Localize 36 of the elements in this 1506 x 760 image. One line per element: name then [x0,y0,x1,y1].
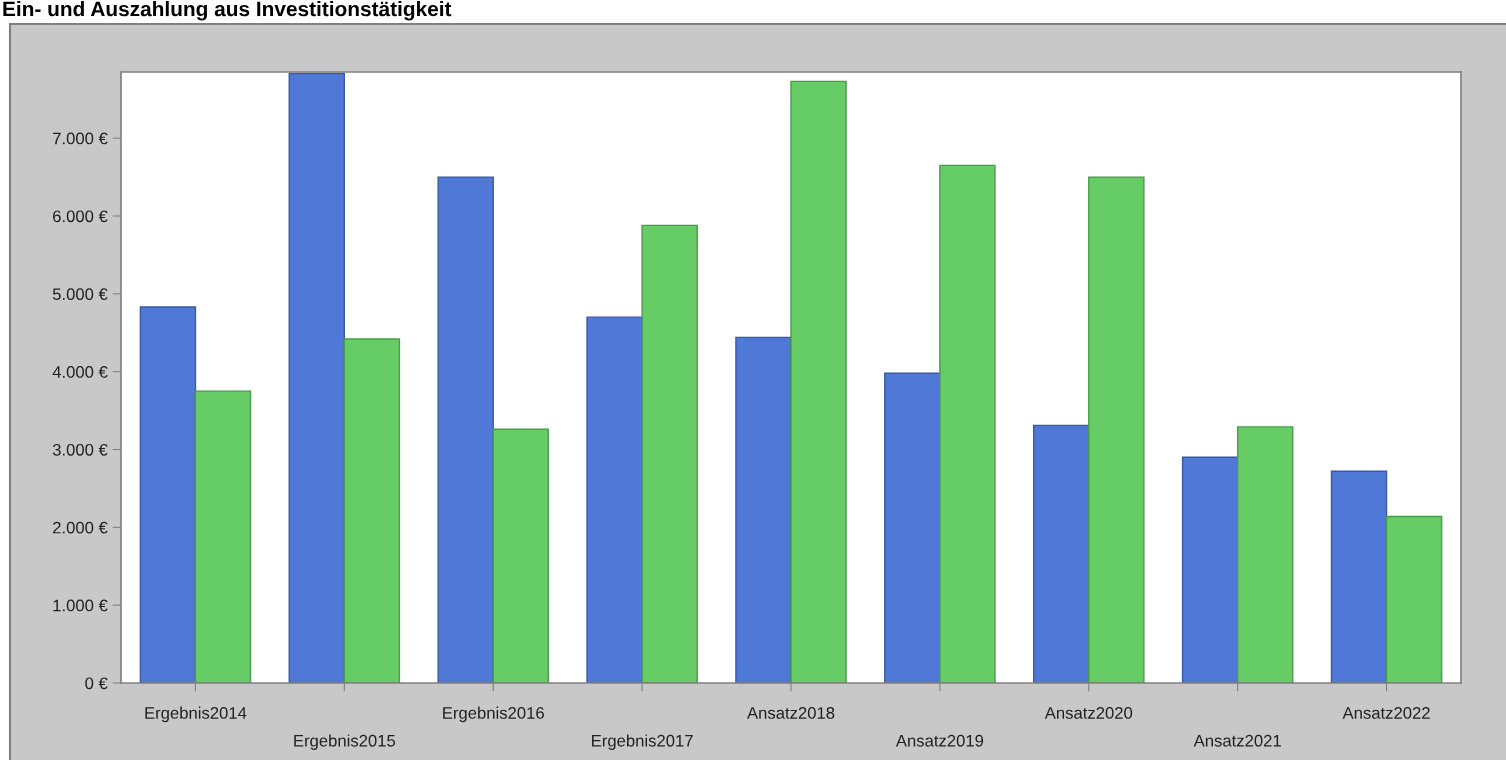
bar [884,372,941,683]
y-tick-label: 4.000 € [52,366,108,378]
y-tick-label: 7.000 € [53,132,108,145]
x-tick-label: Ergebnis2014 [145,706,247,723]
x-tick-label: Ergebnis2015 [294,734,396,750]
bar [1032,424,1090,683]
x-tick-label: Ansatz2018 [747,707,835,719]
bar [492,428,550,683]
bar [343,338,401,683]
y-tick-label: 3.000 € [52,443,108,456]
x-tick-label: Ergebnis2017 [592,734,693,750]
y-tick-label: 5.000 € [52,288,108,301]
bar [194,390,252,683]
x-tick-label: Ansatz2021 [1193,734,1281,747]
x-tick-label: Ansatz2020 [1044,707,1133,719]
bar [1385,515,1443,683]
x-tick-label: Ergebnis2016 [443,706,544,723]
bar [1330,470,1388,683]
y-tick-label: 2.000 € [53,521,108,534]
bar [1088,176,1145,683]
chart-title: Ein- und Auszahlung aus Investitionstätigkeit [3,1,452,21]
bar [139,306,197,683]
bar [1236,426,1294,683]
y-tick-label: 6.000 € [53,210,108,223]
x-tick-label: Ansatz2022 [1342,707,1430,719]
y-tick-label: 0 € [85,677,108,690]
bar [586,316,643,683]
bar [641,224,698,683]
bar [735,336,792,683]
bar [939,164,996,683]
y-tick-label: 1.000 € [53,599,108,612]
bar [1181,456,1239,683]
x-tick-label: Ansatz2019 [895,734,984,747]
bar [790,80,847,683]
bar [288,72,346,683]
bar [437,176,494,683]
